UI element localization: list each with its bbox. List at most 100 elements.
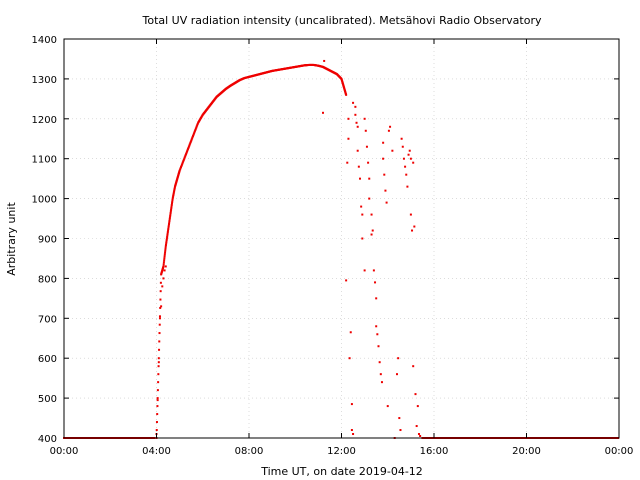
grid <box>64 39 619 438</box>
scatter-point <box>158 317 161 320</box>
scatter-point <box>382 141 385 144</box>
curve-point <box>157 365 160 368</box>
y-tick-label: 900 <box>38 235 57 246</box>
curve-point <box>163 257 166 260</box>
scatter-point <box>160 305 163 308</box>
curve-point <box>171 199 174 202</box>
curve-point <box>191 137 194 140</box>
curve-point <box>181 162 184 165</box>
curve-point <box>171 200 174 203</box>
curve-point <box>182 158 185 161</box>
scatter-point <box>347 117 350 120</box>
curve-point <box>164 243 167 246</box>
scatter-point <box>409 157 412 160</box>
scatter-point <box>322 111 324 114</box>
scatter-point <box>371 229 374 232</box>
y-tick-label: 1400 <box>32 35 57 46</box>
curve-point <box>190 139 193 142</box>
curve-point <box>180 163 183 166</box>
scatter-point <box>414 393 417 396</box>
curve-point <box>194 128 197 131</box>
curve-point <box>170 203 173 206</box>
scatter-point <box>365 145 368 148</box>
scatter-point <box>348 357 351 360</box>
y-tick-label: 1100 <box>32 155 57 166</box>
scatter-point <box>359 177 361 180</box>
curve-point <box>195 126 198 129</box>
scatter-point <box>397 357 400 360</box>
scatter-point <box>385 201 388 204</box>
curve-point <box>187 145 190 148</box>
curve-point <box>186 150 189 153</box>
scatter-point <box>378 361 381 364</box>
curve-point <box>157 381 160 384</box>
scatter-point <box>415 425 418 428</box>
curve-point <box>185 152 188 155</box>
curve-point <box>185 151 188 154</box>
curve-point <box>187 146 190 149</box>
axis-ticks: 00:00 04:00 08:00 12:00 16:00 20:00 00:0040050… <box>32 35 634 457</box>
scatter-point <box>157 361 160 364</box>
x-tick-label: 00:00 <box>605 446 634 457</box>
scatter-point <box>383 173 386 176</box>
scatter-point <box>379 373 382 376</box>
y-tick-label: 800 <box>38 274 57 285</box>
scatter-point <box>346 161 349 164</box>
curve-point <box>165 239 168 242</box>
curve-point <box>159 306 162 309</box>
curve-point <box>159 290 162 293</box>
curve-point <box>158 340 161 343</box>
scatter-point <box>416 405 419 408</box>
scatter-point <box>370 213 373 216</box>
curve-point <box>179 167 182 170</box>
scatter-point <box>164 265 167 268</box>
curve-point <box>189 140 192 143</box>
x-axis-label: Time UT, on date 2019-04-12 <box>260 465 423 478</box>
scatter-point <box>370 233 373 236</box>
curve-point <box>169 210 172 213</box>
curve-point <box>168 218 171 221</box>
scatter-point <box>352 101 355 104</box>
scatter-point <box>417 433 420 436</box>
curve-point <box>164 247 167 250</box>
y-tick-label: 400 <box>38 434 57 445</box>
curve-point <box>184 155 187 158</box>
curve-point <box>181 161 184 164</box>
curve-point <box>158 315 161 318</box>
curve-point <box>165 237 168 240</box>
scatter-point <box>368 197 371 200</box>
scatter-point <box>364 129 367 132</box>
curve-point <box>171 196 174 199</box>
y-tick-label: 1200 <box>32 115 57 126</box>
scatter-point <box>156 399 159 402</box>
curve-point <box>188 144 191 147</box>
scatter-point <box>356 125 359 128</box>
plot-frame <box>63 38 620 439</box>
scatter-point <box>354 113 357 116</box>
data-points <box>63 59 620 439</box>
x-tick-label: 04:00 <box>142 446 171 457</box>
curve-point <box>173 188 176 191</box>
curve-point <box>172 191 175 194</box>
curve-point <box>155 421 158 424</box>
curve-point <box>196 122 199 125</box>
y-tick-label: 500 <box>38 394 57 405</box>
curve-point <box>166 235 169 238</box>
curve-point <box>191 136 194 139</box>
scatter-point <box>374 281 377 284</box>
curve-point <box>158 323 161 326</box>
curve-point <box>170 208 173 211</box>
curve-point <box>190 138 193 141</box>
scatter-point <box>407 153 410 156</box>
scatter-point <box>350 429 353 432</box>
curve-point <box>173 186 176 189</box>
scatter-point <box>419 435 422 437</box>
curve-point <box>169 211 172 214</box>
curve-point <box>345 93 348 96</box>
curve-point <box>156 397 159 400</box>
curve-point <box>170 207 173 210</box>
y-tick-label: 700 <box>38 314 57 325</box>
curve-point <box>163 255 166 258</box>
curve-point <box>186 149 189 152</box>
scatter-point <box>162 277 165 280</box>
